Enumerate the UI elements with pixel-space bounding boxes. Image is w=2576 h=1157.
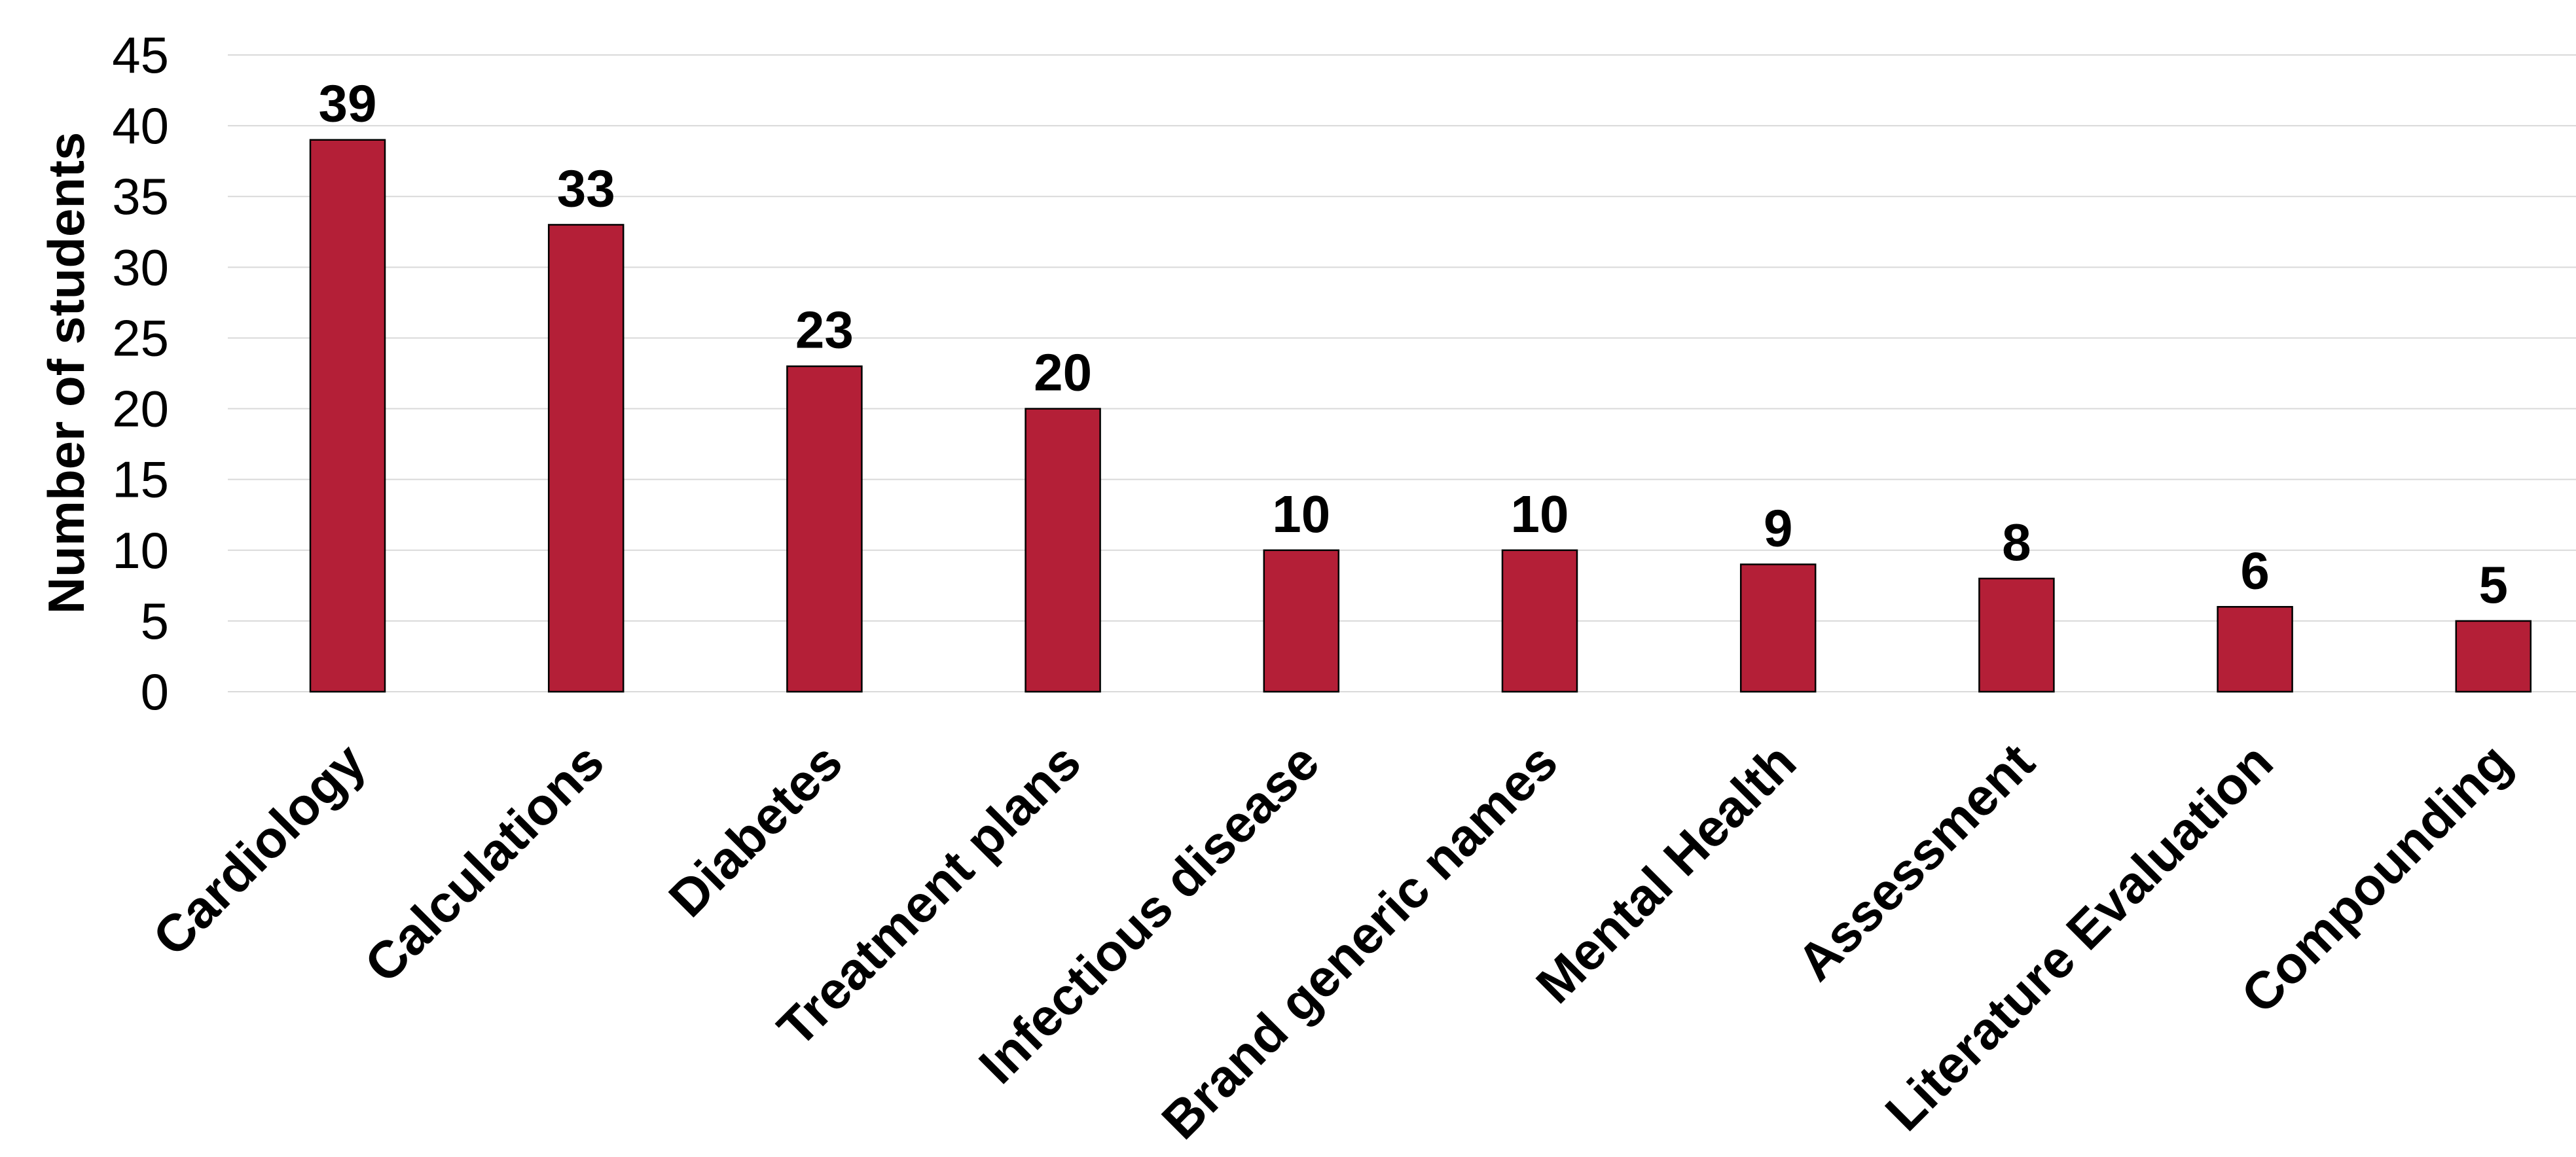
bar-mental-health	[1739, 563, 1817, 693]
x-category-label: Diabetes	[658, 732, 854, 928]
y-tick-label: 15	[112, 451, 169, 508]
data-label: 6	[2240, 541, 2270, 599]
data-label: 10	[1511, 485, 1569, 543]
y-tick-label: 25	[112, 309, 169, 366]
data-label: 23	[795, 301, 854, 359]
data-label: 33	[557, 159, 615, 217]
x-category-label: Cardiology	[142, 732, 377, 967]
y-tick-label: 35	[112, 168, 169, 225]
data-label: 10	[1272, 485, 1330, 543]
bar-calculations	[547, 224, 625, 693]
bar-cardiology	[309, 139, 386, 693]
bar-infectious-disease	[1263, 549, 1340, 693]
bar-compounding	[2455, 620, 2532, 693]
y-tick-label: 30	[112, 238, 169, 296]
x-category-label: Brand generic names	[1151, 732, 1569, 1150]
bar-literature-evaluation	[2217, 606, 2293, 693]
x-category-label: Calculations	[354, 732, 615, 993]
bars	[309, 139, 2532, 693]
y-axis-title: Number of students	[37, 132, 95, 614]
x-category-label: Literature Evaluation	[1874, 732, 2284, 1142]
y-tick-label: 5	[141, 592, 169, 650]
x-category-label: Assessment	[1786, 732, 2045, 991]
y-tick-label: 20	[112, 380, 169, 438]
y-tick-label: 40	[112, 97, 169, 154]
bar-assessment	[1978, 577, 2055, 693]
data-label: 39	[319, 75, 377, 133]
data-label: 8	[2002, 513, 2031, 571]
data-label: 5	[2479, 556, 2509, 614]
y-tick-label: 10	[112, 522, 169, 579]
y-tick-label: 0	[141, 663, 169, 721]
data-labels: 39 33 23 20 10 10 9 8 6 5	[319, 75, 2509, 614]
bar-treatment-plans	[1025, 408, 1101, 693]
bar-brand-generic-names	[1501, 549, 1578, 693]
y-axis-ticks: 0 5 10 15 20 25 30 35 40 45	[112, 26, 169, 721]
y-tick-label: 45	[112, 26, 169, 84]
data-label: 9	[1764, 499, 1793, 557]
data-label: 20	[1034, 344, 1092, 402]
bar-diabetes	[786, 365, 863, 693]
